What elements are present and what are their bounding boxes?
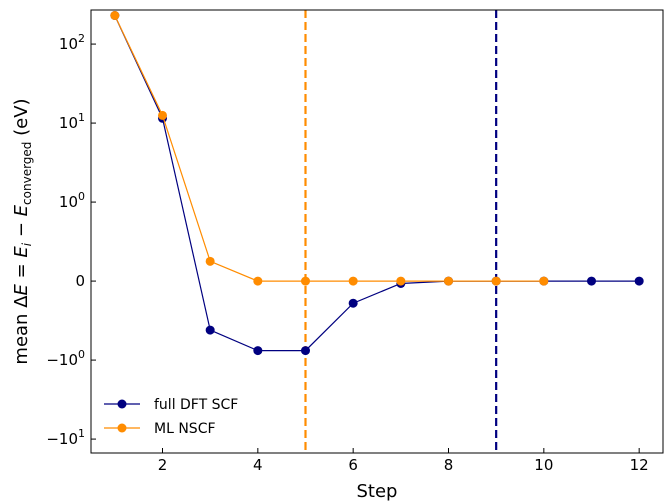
y-tick-exponent: 0	[78, 348, 85, 361]
y-label-e: E	[11, 283, 32, 295]
series-1-point	[301, 346, 310, 356]
y-tick-label: 101	[59, 111, 85, 132]
y-label-ei: E	[11, 246, 32, 258]
y-tick-sign: −	[46, 351, 59, 369]
y-tick-label: −101	[46, 427, 85, 448]
series-2-point	[205, 256, 215, 266]
legend-marker-2	[117, 423, 127, 433]
plot-frame	[90, 9, 664, 454]
series-2-point	[396, 276, 406, 286]
y-label-unit: (eV)	[11, 98, 32, 141]
series-2-point	[444, 276, 453, 286]
series-2-point	[301, 276, 310, 286]
x-tick-label: 4	[253, 456, 263, 474]
y-tick-base: 10	[59, 114, 78, 132]
series-2-point	[158, 110, 167, 120]
y-tick-base: 10	[59, 193, 78, 211]
y-tick-label: 102	[59, 32, 85, 53]
legend-marker-1	[117, 399, 127, 409]
legend-label-2: ML NSCF	[154, 421, 216, 437]
series-1-point	[634, 276, 644, 286]
series-2-point	[491, 276, 501, 286]
x-tick-label: 6	[348, 456, 358, 474]
y-tick-base: 0	[75, 272, 85, 290]
y-label-eq: =	[11, 258, 32, 285]
series-2-point	[110, 11, 120, 21]
x-tick-label: 2	[158, 456, 168, 474]
y-axis-label: mean ΔE = Ei − Econverged (eV)	[11, 98, 34, 364]
legend: full DFT SCF ML NSCF	[104, 397, 238, 437]
x-tick-label: 10	[534, 456, 553, 474]
y-tick-base: 10	[59, 351, 78, 369]
x-axis-label: Step	[357, 481, 398, 502]
y-tick-exponent: 1	[78, 111, 85, 124]
y-tick-sign: −	[46, 430, 59, 448]
series-2-point	[348, 276, 358, 286]
y-label-ec: E	[11, 204, 32, 216]
y-tick-label: −100	[46, 348, 85, 369]
plot-content	[110, 10, 644, 453]
legend-label-1: full DFT SCF	[154, 397, 238, 413]
y-label-converged-sub: converged	[20, 142, 34, 205]
series-line-1	[114, 15, 640, 352]
plot-area	[110, 10, 644, 453]
x-axis: 2 4 6 8 10 12	[158, 448, 649, 474]
y-tick-label: 100	[59, 190, 85, 211]
series-1-point	[348, 298, 358, 308]
series-1-point	[205, 325, 215, 335]
x-tick-label: 12	[630, 456, 649, 474]
y-tick-exponent: 2	[78, 32, 85, 45]
y-tick-exponent: 0	[78, 190, 85, 203]
y-tick-base: 10	[59, 430, 78, 448]
x-tick-label: 8	[444, 456, 454, 474]
series-line-2	[114, 15, 544, 282]
y-tick-label: 0	[75, 272, 85, 290]
y-label-minus: −	[11, 216, 32, 243]
y-tick-base: 10	[59, 35, 78, 53]
series-1-point	[253, 346, 263, 356]
series-2-point	[253, 276, 263, 286]
series-2-point	[539, 276, 549, 286]
y-tick-exponent: 1	[78, 427, 85, 440]
series-1-point	[587, 276, 596, 286]
y-label-i-sub: i	[20, 242, 34, 246]
y-label-prefix: mean	[11, 308, 32, 365]
y-label-delta: Δ	[11, 295, 32, 308]
